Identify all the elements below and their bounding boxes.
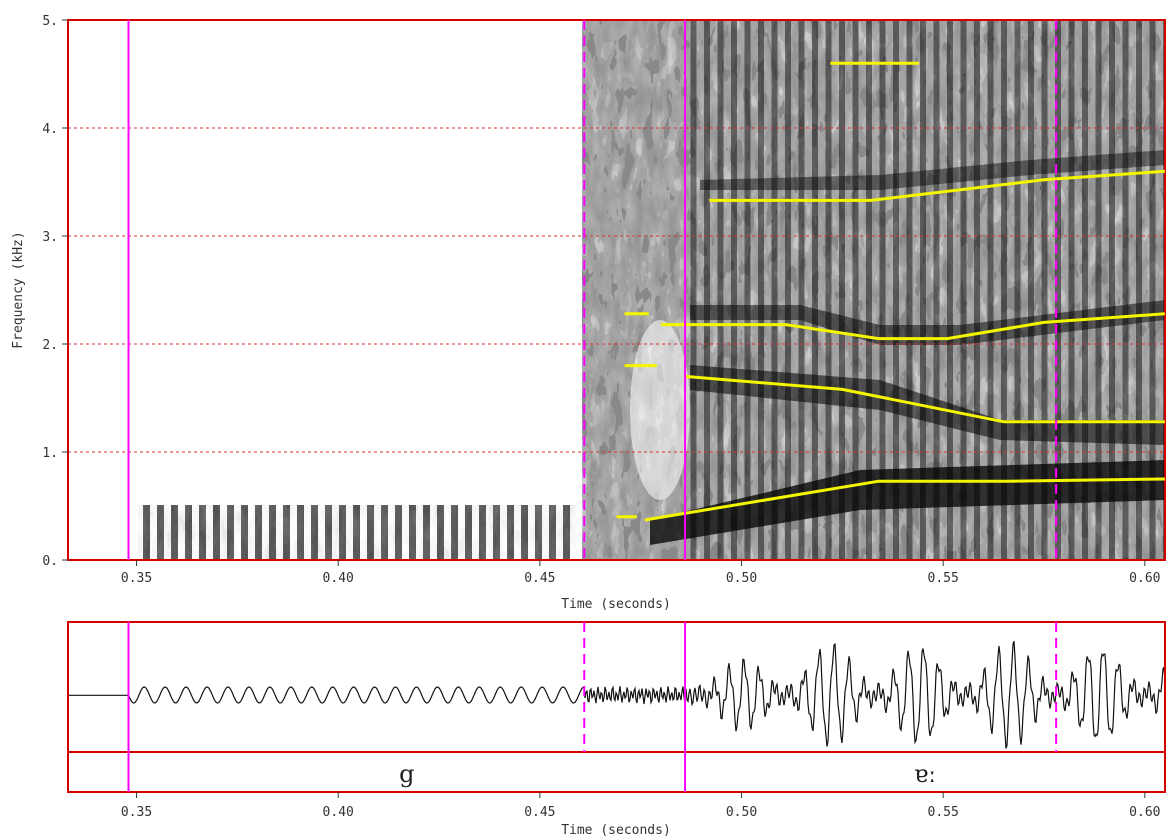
x-tick-label: 0.40 [323, 571, 354, 586]
waveform-x-axis-title: Time (seconds) [561, 823, 671, 838]
spectrogram-image [68, 20, 1165, 560]
x-tick-label: 0.55 [928, 571, 959, 586]
segment-label: g [399, 760, 414, 788]
x-tick-label: 0.35 [121, 571, 152, 586]
x-tick-label: 0.50 [726, 571, 757, 586]
spectrogram-y-axis-title: Frequency (kHz) [11, 231, 26, 348]
x-tick-label: 0.35 [121, 805, 152, 820]
y-tick-label: 2. [42, 338, 58, 353]
segment-boundaries [127, 20, 1058, 792]
spectrogram-gridlines [68, 127, 1165, 453]
segment-labels: g ɐː [399, 760, 936, 788]
waveform-background [68, 622, 1165, 752]
y-tick-label: 1. [42, 446, 58, 461]
waveform-panel: g ɐː 0.35 0.40 0.45 0.50 0.55 0.60 Time (secon… [67, 621, 1166, 838]
y-tick-label: 4. [42, 122, 58, 137]
y-tick-label: 0. [42, 554, 58, 569]
segment-tier [67, 751, 1166, 793]
x-tick-label: 0.55 [928, 805, 959, 820]
spectrogram-x-axis: 0.35 0.40 0.45 0.50 0.55 0.60 [121, 560, 1160, 586]
x-tick-label: 0.50 [726, 805, 757, 820]
formant-track [709, 169, 1165, 202]
waveform-x-axis: 0.35 0.40 0.45 0.50 0.55 0.60 [121, 792, 1160, 820]
formant-track [684, 374, 1165, 424]
waveform-trace [68, 641, 1165, 749]
spectrogram-x-axis-title: Time (seconds) [561, 597, 671, 612]
x-tick-label: 0.60 [1129, 571, 1160, 586]
spectrogram-frame [67, 19, 1166, 561]
formant-track [660, 312, 1165, 341]
x-tick-label: 0.45 [524, 805, 555, 820]
y-tick-label: 3. [42, 230, 58, 245]
formant-tracks [616, 61, 1165, 522]
spectrogram-panel: 0. 1. 2. 3. 4. 5. 0.35 0.40 0.45 0.50 0.55 0.60 Fr… [11, 14, 1166, 612]
spectrogram-y-axis: 0. 1. 2. 3. 4. 5. [42, 14, 68, 569]
segment-label: ɐː [914, 760, 936, 788]
x-tick-label: 0.45 [524, 571, 555, 586]
y-tick-label: 5. [42, 14, 58, 29]
x-tick-label: 0.60 [1129, 805, 1160, 820]
x-tick-label: 0.40 [323, 805, 354, 820]
formant-track [644, 477, 1165, 522]
